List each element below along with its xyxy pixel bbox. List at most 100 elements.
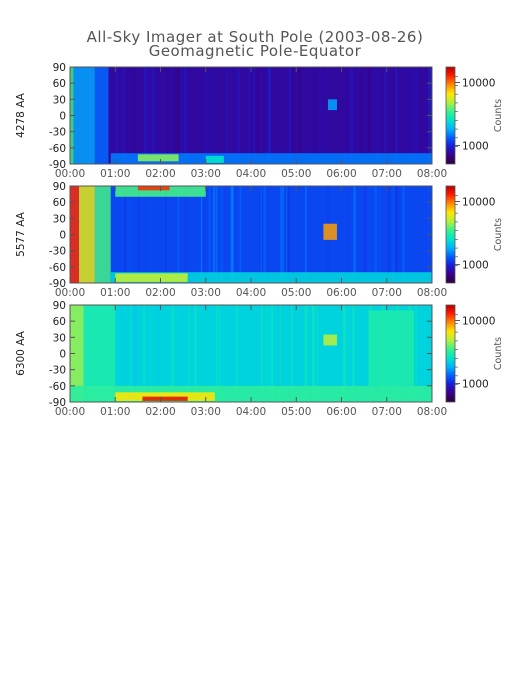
heatmap-streak: [130, 305, 132, 402]
heatmap-streak: [343, 305, 346, 402]
heatmap-streak: [374, 186, 377, 283]
heatmap-streak: [217, 305, 221, 402]
heatmap-streak: [181, 67, 183, 164]
heatmap-streak: [237, 67, 240, 164]
heatmap-streak: [267, 186, 270, 283]
y-tick-label: -30: [49, 127, 66, 139]
x-tick-label: 03:00: [191, 406, 221, 418]
heatmap-streak: [145, 305, 146, 402]
heatmap-streak: [121, 305, 123, 402]
heatmap-streak: [208, 186, 211, 283]
heatmap-streak: [415, 305, 417, 402]
y-tick-label: -60: [49, 143, 66, 155]
heatmap-streak: [184, 186, 188, 283]
heatmap-streak: [158, 186, 160, 283]
heatmap-streak: [253, 67, 255, 164]
heatmap-streak: [350, 67, 353, 164]
x-tick-label: 08:00: [417, 287, 447, 299]
heatmap-streak: [352, 305, 355, 402]
y-tick-label: -90: [49, 159, 66, 171]
heatmap-streak: [145, 67, 148, 164]
heatmap-streak: [289, 67, 291, 164]
x-tick-label: 04:00: [236, 168, 266, 180]
heatmap-streak: [270, 305, 274, 402]
heatmap-streak: [150, 186, 153, 283]
heatmap-streak: [342, 305, 345, 402]
heatmap-band: [110, 153, 432, 164]
x-tick-label: 03:00: [191, 287, 221, 299]
heatmap-streak: [152, 67, 155, 164]
heatmap-column: [94, 67, 109, 164]
heatmap-streak: [170, 305, 172, 402]
x-tick-label: 07:00: [372, 168, 402, 180]
heatmap-streak: [265, 305, 268, 402]
y-tick-label: 0: [59, 230, 66, 242]
y-tick-label: 0: [59, 111, 66, 123]
y-tick-label: -30: [49, 246, 66, 258]
y-tick-label: 60: [53, 316, 66, 328]
heatmap-streak: [392, 186, 395, 283]
heatmap-streak: [267, 305, 269, 402]
heatmap-streak: [197, 186, 200, 283]
heatmap-streak: [129, 67, 131, 164]
heatmap-streak: [305, 186, 307, 283]
heatmap-streak: [174, 67, 175, 164]
heatmap-streak: [286, 305, 290, 402]
heatmap-streak: [360, 67, 362, 164]
heatmap-streak: [260, 186, 263, 283]
x-tick-label: 05:00: [281, 287, 311, 299]
heatmap-streak: [387, 186, 390, 283]
y-tick-label: 30: [53, 94, 66, 106]
x-tick-label: 06:00: [326, 168, 356, 180]
colorbar-label: Counts: [493, 218, 504, 251]
heatmap-streak: [116, 67, 118, 164]
heatmap-streak: [134, 305, 137, 402]
heatmap-band: [205, 155, 224, 163]
heatmap-band: [110, 272, 432, 283]
heatmap-streak: [157, 305, 160, 402]
heatmap-streak: [340, 305, 343, 402]
colorbar: [445, 185, 456, 284]
heatmap-column: [70, 305, 84, 402]
colorbar-tick-label: 10000: [462, 78, 495, 90]
x-tick-label: 06:00: [326, 287, 356, 299]
colorbar-tick-label: 10000: [462, 316, 495, 328]
heatmap-streak: [285, 186, 288, 283]
x-tick-label: 06:00: [326, 406, 356, 418]
heatmap-spot: [142, 396, 188, 401]
heatmap-streak: [304, 305, 308, 402]
heatmap-column: [368, 310, 414, 386]
x-tick-label: 00:00: [55, 287, 85, 299]
heatmap-streak: [362, 186, 364, 283]
heatmap-streak: [279, 305, 281, 402]
heatmap-streak: [280, 186, 283, 283]
heatmap-streak: [348, 305, 349, 402]
heatmap-streak: [402, 186, 405, 283]
colorbar-label: Counts: [493, 99, 504, 132]
heatmap-streak: [373, 186, 375, 283]
y-tick-label: 90: [53, 181, 66, 193]
heatmap-streak: [314, 67, 317, 164]
heatmap-streak: [282, 186, 284, 283]
heatmap-streak: [166, 67, 168, 164]
heatmap-column: [79, 186, 95, 283]
figure-subtitle: Geomagnetic Pole-Equator: [149, 42, 362, 60]
heatmap-streak: [200, 186, 203, 283]
heatmap-streak: [315, 305, 319, 402]
heatmap-streak: [227, 186, 228, 283]
heatmap-streak: [261, 305, 263, 402]
heatmap-streak: [303, 305, 305, 402]
x-tick-label: 07:00: [372, 406, 402, 418]
heatmap-streak: [395, 186, 398, 283]
heatmap-streak: [209, 67, 211, 164]
heatmap-image: [70, 186, 432, 283]
y-tick-label: 30: [53, 213, 66, 225]
heatmap-image: [70, 67, 432, 164]
heatmap-band: [137, 154, 179, 162]
heatmap-streak: [384, 67, 386, 164]
heatmap-spot: [323, 223, 337, 240]
x-tick-label: 02:00: [145, 287, 175, 299]
